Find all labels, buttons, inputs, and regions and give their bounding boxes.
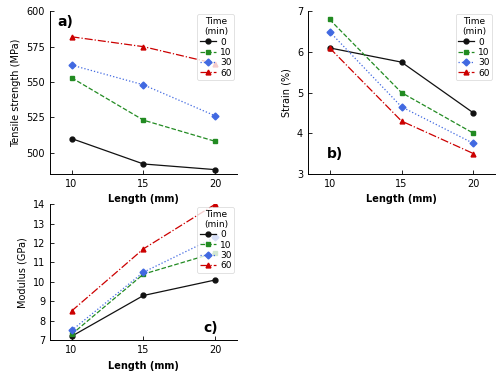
10 (68, 76, 74, 80)
X-axis label: Length (mm): Length (mm) (108, 361, 179, 370)
10 (398, 90, 404, 95)
30 (212, 114, 218, 118)
Y-axis label: Strain (%): Strain (%) (282, 68, 292, 117)
60 (68, 309, 74, 313)
10 (212, 139, 218, 144)
30 (326, 29, 332, 34)
Text: b): b) (326, 147, 343, 161)
60 (326, 46, 332, 50)
0 (398, 60, 404, 64)
X-axis label: Length (mm): Length (mm) (108, 194, 179, 204)
30 (140, 82, 146, 87)
Line: 60: 60 (327, 45, 476, 156)
10 (212, 251, 218, 255)
60 (212, 202, 218, 206)
60 (470, 151, 476, 156)
0 (68, 136, 74, 141)
30 (470, 141, 476, 146)
30 (140, 270, 146, 274)
Line: 30: 30 (69, 235, 218, 333)
0 (212, 167, 218, 172)
30 (68, 63, 74, 67)
Line: 60: 60 (69, 202, 218, 313)
30 (398, 105, 404, 109)
Line: 0: 0 (69, 136, 218, 172)
Line: 0: 0 (69, 277, 218, 339)
10 (140, 272, 146, 276)
60 (68, 34, 74, 39)
60 (212, 61, 218, 66)
Line: 30: 30 (69, 63, 218, 118)
Line: 10: 10 (69, 75, 218, 144)
30 (68, 328, 74, 333)
Line: 10: 10 (327, 17, 476, 136)
60 (140, 246, 146, 251)
10 (470, 131, 476, 136)
Line: 30: 30 (327, 29, 476, 146)
60 (398, 119, 404, 123)
10 (68, 332, 74, 337)
Line: 60: 60 (69, 34, 218, 66)
0 (140, 162, 146, 166)
0 (470, 111, 476, 115)
10 (326, 17, 332, 22)
0 (68, 334, 74, 339)
0 (140, 293, 146, 298)
Y-axis label: Modulus (GPa): Modulus (GPa) (17, 237, 27, 308)
Legend: 0, 10, 30, 60: 0, 10, 30, 60 (456, 14, 492, 80)
Line: 10: 10 (69, 250, 218, 337)
Text: a): a) (58, 15, 74, 29)
Legend: 0, 10, 30, 60: 0, 10, 30, 60 (198, 14, 234, 80)
0 (212, 278, 218, 282)
Line: 0: 0 (327, 45, 476, 115)
Legend: 0, 10, 30, 60: 0, 10, 30, 60 (198, 207, 234, 273)
30 (212, 235, 218, 239)
0 (326, 46, 332, 50)
60 (140, 44, 146, 49)
10 (140, 118, 146, 122)
Y-axis label: Tensile strength (MPa): Tensile strength (MPa) (11, 39, 21, 147)
X-axis label: Length (mm): Length (mm) (366, 194, 437, 204)
Text: c): c) (204, 321, 218, 335)
